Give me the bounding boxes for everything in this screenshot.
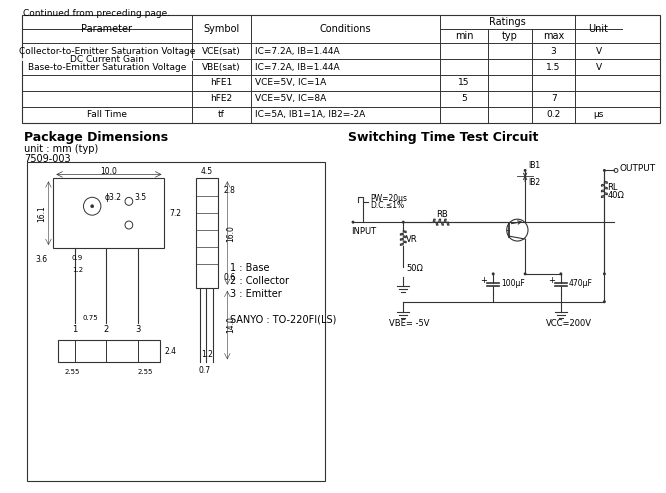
Text: 0.7: 0.7 (198, 366, 210, 375)
Circle shape (523, 272, 527, 275)
Circle shape (492, 272, 495, 275)
Text: PW=20μs: PW=20μs (370, 194, 408, 203)
Text: VCE=5V, IC=8A: VCE=5V, IC=8A (255, 94, 326, 104)
Text: IC=7.2A, IB=1.44A: IC=7.2A, IB=1.44A (255, 63, 340, 71)
Text: 1: 1 (72, 325, 77, 334)
Text: 2.8: 2.8 (224, 186, 235, 195)
Bar (196, 178, 218, 288)
Text: Switching Time Test Circuit: Switching Time Test Circuit (348, 131, 539, 143)
Text: INPUT: INPUT (351, 227, 376, 236)
Text: Parameter: Parameter (81, 24, 133, 34)
Text: IC=7.2A, IB=1.44A: IC=7.2A, IB=1.44A (255, 47, 340, 56)
Text: Unit: Unit (589, 24, 609, 34)
Text: 7.2: 7.2 (169, 209, 181, 218)
Text: hFE2: hFE2 (210, 94, 232, 104)
Text: min: min (455, 31, 474, 41)
Circle shape (91, 205, 94, 208)
Text: RB: RB (436, 210, 448, 219)
Text: DC Current Gain: DC Current Gain (70, 55, 144, 64)
Text: 3 : Emitter: 3 : Emitter (230, 289, 282, 299)
Text: 2 : Collector: 2 : Collector (230, 276, 289, 286)
Text: VBE(sat): VBE(sat) (202, 63, 241, 71)
Text: Conditions: Conditions (320, 24, 372, 34)
Text: 2: 2 (104, 325, 109, 334)
Circle shape (603, 169, 606, 172)
Text: 1.5: 1.5 (546, 63, 561, 71)
Text: RL: RL (607, 183, 618, 192)
Text: ϕ3.2: ϕ3.2 (105, 193, 122, 202)
Text: tf: tf (218, 110, 225, 119)
Text: V: V (595, 63, 601, 71)
Text: 5: 5 (462, 94, 467, 104)
Text: Ratings: Ratings (490, 17, 526, 27)
Text: Package Dimensions: Package Dimensions (24, 131, 168, 143)
Text: IC=5A, IB1=1A, IB2=-2A: IC=5A, IB1=1A, IB2=-2A (255, 110, 366, 119)
Text: 0.75: 0.75 (83, 315, 99, 320)
Text: Fall Time: Fall Time (87, 110, 127, 119)
Text: 0.9: 0.9 (72, 255, 83, 261)
Text: 100μF: 100μF (501, 280, 525, 288)
Text: 2.55: 2.55 (65, 369, 81, 375)
Text: 2.55: 2.55 (137, 369, 153, 375)
Circle shape (603, 300, 606, 303)
Text: VR: VR (406, 235, 418, 244)
Text: VBE= -5V: VBE= -5V (389, 319, 430, 328)
Text: SANYO : TO-220FI(LS): SANYO : TO-220FI(LS) (230, 315, 336, 324)
Text: 0.6: 0.6 (224, 273, 236, 282)
Text: 10.0: 10.0 (101, 167, 117, 176)
Bar (27, 163, 325, 481)
Text: 7: 7 (551, 94, 557, 104)
Text: V: V (595, 47, 601, 56)
Text: 3.5: 3.5 (135, 193, 147, 202)
Text: IB1: IB1 (528, 161, 540, 170)
Circle shape (603, 272, 606, 275)
Text: +: + (480, 276, 487, 285)
Text: μs: μs (593, 110, 604, 119)
Text: 1.2: 1.2 (72, 267, 83, 273)
Text: 4.5: 4.5 (201, 167, 213, 176)
Text: 1.2: 1.2 (201, 350, 213, 359)
Text: Symbol: Symbol (203, 24, 240, 34)
Text: IB2: IB2 (528, 178, 540, 187)
Bar (58, 341, 160, 362)
Text: VCC=200V: VCC=200V (546, 319, 592, 328)
Text: 1 : Base: 1 : Base (230, 263, 270, 273)
Circle shape (523, 169, 527, 172)
Circle shape (352, 221, 354, 224)
Text: Base-to-Emitter Saturation Voltage: Base-to-Emitter Saturation Voltage (28, 63, 186, 71)
Text: max: max (543, 31, 564, 41)
Text: Collector-to-Emitter Saturation Voltage: Collector-to-Emitter Saturation Voltage (19, 47, 195, 56)
Circle shape (559, 272, 562, 275)
Text: hFE1: hFE1 (210, 78, 232, 87)
Text: 3.6: 3.6 (35, 255, 47, 264)
Text: 2.4: 2.4 (165, 347, 176, 356)
Bar (53, 178, 165, 248)
Text: 3: 3 (551, 47, 557, 56)
Text: unit : mm (typ): unit : mm (typ) (24, 143, 99, 154)
Circle shape (402, 221, 405, 224)
Text: 3: 3 (136, 325, 141, 334)
Text: 0.2: 0.2 (547, 110, 561, 119)
Text: 40Ω: 40Ω (607, 191, 624, 200)
Text: Continued from preceding page.: Continued from preceding page. (23, 9, 170, 18)
Bar (23, 15, 661, 123)
Text: typ: typ (502, 31, 518, 41)
Text: 470μF: 470μF (569, 280, 593, 288)
Text: VCE=5V, IC=1A: VCE=5V, IC=1A (255, 78, 326, 87)
Text: VCE(sat): VCE(sat) (202, 47, 241, 56)
Text: +: + (547, 276, 555, 285)
Text: 16.0: 16.0 (226, 225, 236, 242)
Text: 16.1: 16.1 (37, 205, 46, 221)
Text: 14.0: 14.0 (226, 316, 236, 333)
Text: 50Ω: 50Ω (406, 264, 423, 274)
Text: D.C.≤1%: D.C.≤1% (370, 201, 404, 210)
Text: 7509-003: 7509-003 (24, 153, 71, 164)
Text: 15: 15 (458, 78, 470, 87)
Text: OUTPUT: OUTPUT (620, 164, 656, 173)
